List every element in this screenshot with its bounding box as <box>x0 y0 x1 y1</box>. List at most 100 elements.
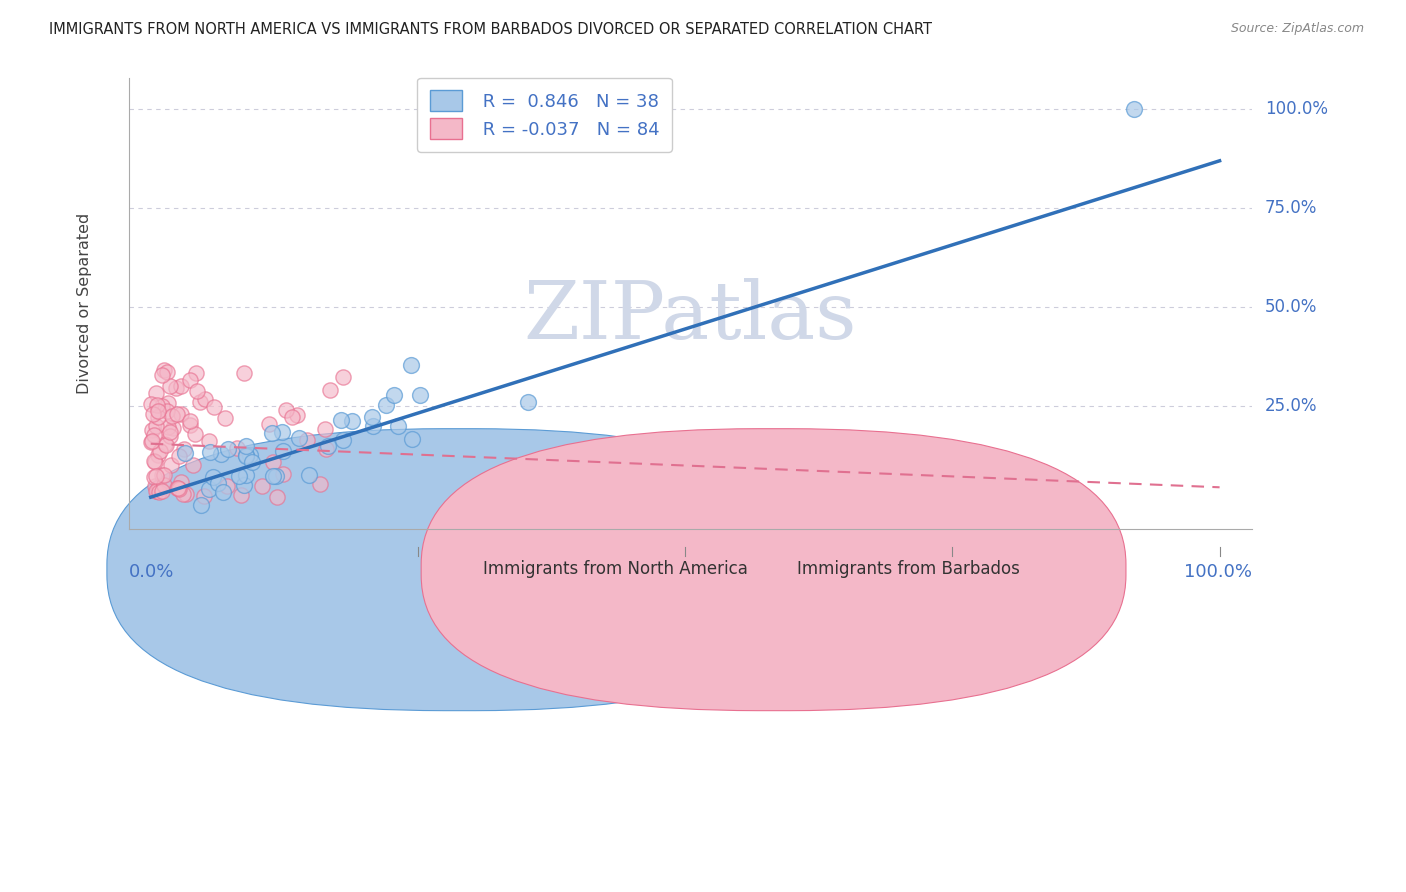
Point <box>235 439 257 453</box>
Point <box>1123 103 1146 117</box>
Point <box>145 469 167 483</box>
Text: 100.0%: 100.0% <box>1184 563 1251 581</box>
Point <box>202 400 225 414</box>
Point <box>155 438 177 452</box>
Text: 0.0%: 0.0% <box>129 563 174 581</box>
Point <box>159 425 181 439</box>
Point <box>361 418 384 433</box>
Point <box>226 441 249 455</box>
Point <box>156 404 179 418</box>
Point <box>250 478 273 492</box>
Point <box>156 365 179 379</box>
Point <box>209 447 232 461</box>
Point <box>146 398 169 412</box>
Point <box>186 384 208 399</box>
Point <box>285 409 308 423</box>
Point <box>281 410 304 425</box>
Point <box>179 372 201 386</box>
Text: Source: ZipAtlas.com: Source: ZipAtlas.com <box>1230 22 1364 36</box>
Point <box>374 398 396 412</box>
Point <box>162 409 184 423</box>
Point <box>235 449 257 463</box>
Point <box>399 358 422 372</box>
Point <box>167 482 190 496</box>
Point <box>141 423 163 437</box>
Point <box>165 381 187 395</box>
Point <box>409 388 432 402</box>
Point <box>166 481 188 495</box>
Point <box>173 446 195 460</box>
Point <box>143 470 166 484</box>
Point <box>262 455 284 469</box>
Point <box>146 483 169 498</box>
Point <box>298 468 321 483</box>
Point <box>150 368 173 382</box>
Point <box>228 469 250 483</box>
Point <box>198 482 221 496</box>
Point <box>233 478 256 492</box>
Point <box>235 448 257 462</box>
Point <box>167 481 190 495</box>
Point <box>197 434 219 448</box>
Point <box>262 469 284 483</box>
Point <box>143 479 166 493</box>
Point <box>382 388 405 402</box>
Point <box>146 448 169 462</box>
Point <box>152 484 174 499</box>
Point <box>162 421 184 435</box>
Text: ZIPatlas: ZIPatlas <box>524 277 858 356</box>
Point <box>271 425 294 440</box>
Point <box>214 410 236 425</box>
Text: Immigrants from North America: Immigrants from North America <box>482 560 748 578</box>
Point <box>145 484 167 499</box>
Point <box>142 407 165 421</box>
Point <box>156 420 179 434</box>
Point <box>217 442 239 456</box>
Point <box>179 414 201 428</box>
Point <box>287 431 309 445</box>
Point <box>169 449 191 463</box>
Point <box>207 476 229 491</box>
Text: 100.0%: 100.0% <box>1265 100 1329 119</box>
Point <box>332 433 354 447</box>
Point <box>217 479 239 493</box>
Point <box>170 475 193 490</box>
Point <box>146 404 169 418</box>
Text: 75.0%: 75.0% <box>1265 199 1317 218</box>
Point <box>153 437 176 451</box>
Point <box>149 443 172 458</box>
Point <box>173 442 195 456</box>
Point <box>160 458 183 472</box>
Point <box>142 453 165 467</box>
Point <box>193 489 215 503</box>
Point <box>387 419 409 434</box>
Point <box>266 490 288 504</box>
Point <box>271 444 294 458</box>
Point <box>156 395 179 409</box>
Point <box>142 428 165 442</box>
Point <box>145 386 167 401</box>
Point <box>264 468 287 483</box>
Point <box>316 439 339 453</box>
Point <box>212 484 235 499</box>
Point <box>517 395 540 409</box>
Point <box>150 400 173 414</box>
Point <box>342 415 364 429</box>
Point <box>153 363 176 377</box>
Point <box>152 477 174 491</box>
Point <box>176 487 198 501</box>
Legend:  R =  0.846   N = 38,  R = -0.037   N = 84: R = 0.846 N = 38, R = -0.037 N = 84 <box>418 78 672 152</box>
Text: Immigrants from Barbados: Immigrants from Barbados <box>797 560 1019 578</box>
FancyBboxPatch shape <box>422 429 1126 711</box>
Point <box>188 394 211 409</box>
Text: 25.0%: 25.0% <box>1265 397 1317 415</box>
Point <box>181 458 204 473</box>
Text: IMMIGRANTS FROM NORTH AMERICA VS IMMIGRANTS FROM BARBADOS DIVORCED OR SEPARATED : IMMIGRANTS FROM NORTH AMERICA VS IMMIGRA… <box>49 22 932 37</box>
Point <box>190 498 212 512</box>
Point <box>170 408 193 422</box>
Point <box>170 379 193 393</box>
Point <box>148 485 170 500</box>
Point <box>295 433 318 447</box>
Point <box>315 442 337 456</box>
Point <box>145 418 167 433</box>
